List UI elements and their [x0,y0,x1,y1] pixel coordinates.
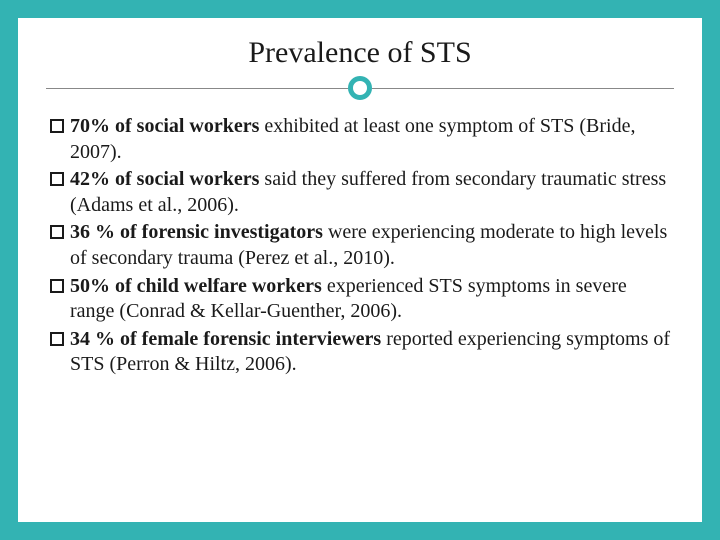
list-item: 70% of social workers exhibited at least… [50,114,670,165]
bullet-bold: 34 % of female forensic interviewers [70,328,381,350]
bullet-text: 70% of social workers exhibited at least… [70,114,670,165]
bullet-bold: 50% of child welfare workers [70,275,322,297]
slide-title: Prevalence of STS [46,36,674,70]
bullet-text: 50% of child welfare workers experienced… [70,274,670,325]
divider-line-right [372,88,674,89]
list-item: 34 % of female forensic interviewers rep… [50,327,670,378]
bullet-bold: 36 % of forensic investigators [70,221,323,243]
square-bullet-icon [50,279,64,293]
title-divider [46,76,674,100]
square-bullet-icon [50,332,64,346]
square-bullet-icon [50,172,64,186]
bullet-bold: 70% of social workers [70,115,259,137]
list-item: 36 % of forensic investigators were expe… [50,220,670,271]
divider-line-left [46,88,348,89]
square-bullet-icon [50,119,64,133]
bullet-text: 34 % of female forensic interviewers rep… [70,327,670,378]
list-item: 50% of child welfare workers experienced… [50,274,670,325]
bullet-list: 70% of social workers exhibited at least… [46,114,674,378]
square-bullet-icon [50,225,64,239]
bullet-text: 42% of social workers said they suffered… [70,167,670,218]
list-item: 42% of social workers said they suffered… [50,167,670,218]
divider-circle-icon [348,76,372,100]
bullet-text: 36 % of forensic investigators were expe… [70,220,670,271]
slide: Prevalence of STS 70% of social workers … [18,18,702,522]
bullet-bold: 42% of social workers [70,168,259,190]
